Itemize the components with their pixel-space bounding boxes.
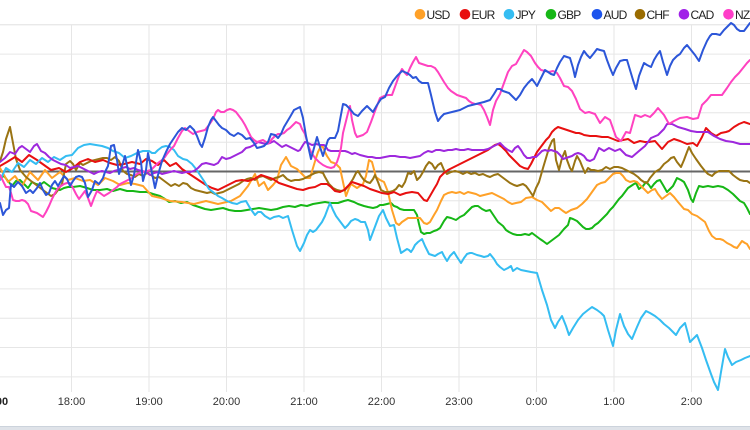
svg-text:20:00: 20:00 (213, 396, 241, 408)
svg-text:CHF: CHF (647, 8, 670, 22)
svg-text:0:00: 0:00 (526, 396, 547, 408)
svg-text:17:00: 17:00 (0, 396, 8, 408)
svg-text:CAD: CAD (691, 8, 715, 22)
svg-text:EUR: EUR (472, 8, 496, 22)
svg-text:NZD: NZD (735, 8, 750, 22)
svg-text:21:00: 21:00 (290, 396, 318, 408)
svg-text:AUD: AUD (604, 8, 628, 22)
svg-text:USD: USD (427, 8, 451, 22)
svg-text:18:00: 18:00 (58, 396, 86, 408)
svg-text:19:00: 19:00 (135, 396, 163, 408)
svg-text:22:00: 22:00 (368, 396, 396, 408)
svg-text:JPY: JPY (516, 8, 536, 22)
svg-text:GBP: GBP (558, 8, 582, 22)
svg-text:2:00: 2:00 (681, 396, 702, 408)
svg-text:1:00: 1:00 (603, 396, 624, 408)
svg-text:23:00: 23:00 (445, 396, 473, 408)
